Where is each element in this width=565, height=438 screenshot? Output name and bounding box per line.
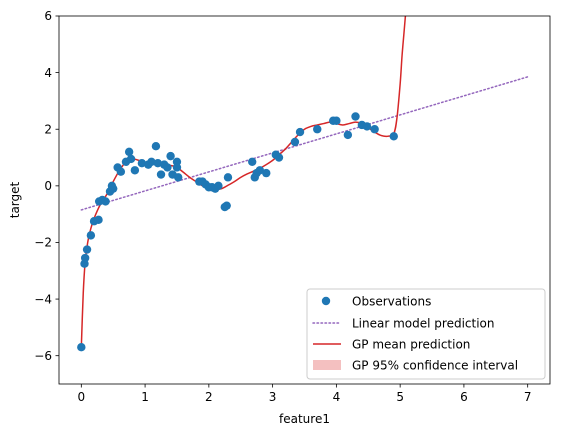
observation-point <box>214 181 223 191</box>
observation-point <box>174 173 183 182</box>
observation-point <box>248 157 257 166</box>
observation-point <box>153 159 163 168</box>
observation-point <box>313 125 322 134</box>
observation-point <box>126 154 136 164</box>
observation-point <box>80 253 90 263</box>
observation-point <box>262 168 271 178</box>
x-tick-label: 6 <box>460 390 468 404</box>
legend-box <box>306 288 546 380</box>
legend-observations-label: Observations <box>352 295 431 309</box>
observation-point <box>255 166 265 175</box>
x-tick-label: 1 <box>141 390 149 404</box>
y-axis: −6 −4 −2 0 2 4 6 <box>34 9 59 363</box>
observation-point <box>290 137 300 147</box>
observation-point <box>332 116 341 125</box>
observation-point <box>101 197 110 206</box>
x-tick-label: 2 <box>205 390 213 404</box>
legend-observations-marker <box>321 296 331 306</box>
plot-frame <box>58 15 551 385</box>
legend-gp-mean-label: GP mean prediction <box>352 338 470 352</box>
y-tick-label: −4 <box>34 292 52 306</box>
x-axis: 0 1 2 3 4 5 6 7 <box>77 384 532 404</box>
plot-area <box>77 16 529 352</box>
y-tick-label: −6 <box>34 349 52 363</box>
x-tick-label: 5 <box>396 390 404 404</box>
y-tick-label: −2 <box>34 236 52 250</box>
observation-point <box>172 163 182 172</box>
observation-point <box>130 166 140 175</box>
observation-point <box>362 122 372 131</box>
observation-point <box>86 231 96 240</box>
observation-point <box>274 153 284 162</box>
legend-gp-ci-label: GP 95% confidence interval <box>352 359 518 373</box>
observation-point <box>151 142 161 151</box>
observation-point <box>77 343 86 352</box>
observation-point <box>124 147 134 157</box>
observation-point <box>343 130 353 140</box>
observation-point <box>147 157 156 166</box>
observation-point <box>163 163 172 172</box>
x-tick-label: 3 <box>269 390 277 404</box>
observation-point <box>166 151 175 161</box>
observation-point <box>94 215 103 225</box>
x-axis-label: feature1 <box>279 412 330 426</box>
legend-gp-ci-marker <box>313 360 341 370</box>
linear-model-line <box>80 76 529 211</box>
observation-point <box>82 245 92 254</box>
y-axis-label: target <box>8 181 22 218</box>
y-tick-label: 0 <box>44 179 52 193</box>
y-tick-label: 6 <box>44 9 52 23</box>
x-tick-label: 0 <box>77 390 85 404</box>
observation-point <box>137 159 147 168</box>
legend-linear-label: Linear model prediction <box>352 317 495 331</box>
observation-point <box>295 127 305 137</box>
observation-point <box>107 181 117 191</box>
x-tick-label: 4 <box>333 390 341 404</box>
observation-point <box>156 170 166 179</box>
observation-point <box>116 167 126 176</box>
observation-point <box>370 125 379 134</box>
y-tick-label: 4 <box>44 66 52 80</box>
observation-point <box>389 132 398 141</box>
observation-point <box>222 201 231 210</box>
observation-point <box>223 173 233 182</box>
x-tick-label: 7 <box>524 390 532 404</box>
observation-point <box>351 112 360 121</box>
legend: Observations Linear model prediction GP me… <box>306 288 546 380</box>
y-tick-label: 2 <box>44 122 52 136</box>
